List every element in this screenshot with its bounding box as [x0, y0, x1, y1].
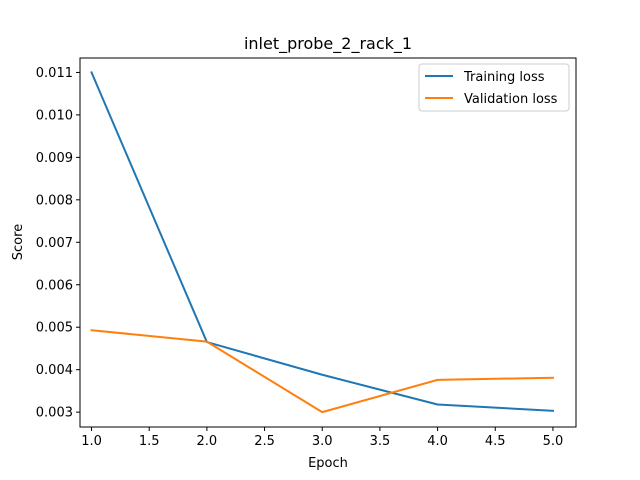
x-tick-label: 3.5 [370, 434, 391, 449]
x-tick-label: 5.0 [543, 434, 564, 449]
y-axis-title: Score [11, 224, 26, 260]
y-tick-label: 0.007 [36, 236, 73, 251]
y-tick-label: 0.006 [36, 278, 73, 293]
y-tick-label: 0.005 [36, 321, 73, 336]
y-tick-label: 0.009 [36, 151, 73, 166]
y-tick-label: 0.004 [36, 363, 73, 378]
y-tick-label: 0.003 [36, 406, 73, 421]
legend-label-training-loss: Training loss [463, 70, 545, 85]
series-lines [90, 71, 554, 414]
x-tick-label: 2.0 [197, 434, 218, 449]
y-tick-label: 0.011 [36, 66, 73, 81]
x-axis-title: Epoch [308, 456, 348, 471]
y-tick-label: 0.010 [36, 108, 73, 123]
legend-box [418, 63, 570, 112]
legend-label-validation-loss: Validation loss [464, 92, 558, 107]
x-tick-label: 1.0 [81, 434, 102, 449]
x-tick-label: 2.5 [254, 434, 275, 449]
x-tick-label: 4.0 [427, 434, 448, 449]
axes-frame [79, 57, 577, 428]
x-tick-label: 4.5 [485, 434, 506, 449]
legend: Training loss Validation loss [418, 63, 570, 112]
x-axis: 1.0 1.5 2.0 2.5 3.0 3.5 4.0 4.5 5.0 [81, 427, 563, 449]
chart-title: inlet_probe_2_rack_1 [244, 34, 412, 54]
series-line-training-loss [90, 71, 554, 412]
y-axis: 0.003 0.004 0.005 0.006 0.007 0.008 0.009 0.010… [36, 66, 80, 421]
series-line-validation-loss [90, 329, 554, 414]
plot-area: 0.003 0.004 0.005 0.006 0.007 0.008 0.009 0.010… [36, 57, 577, 449]
x-tick-label: 1.5 [139, 434, 160, 449]
y-tick-label: 0.008 [36, 193, 73, 208]
x-tick-label: 3.0 [312, 434, 333, 449]
